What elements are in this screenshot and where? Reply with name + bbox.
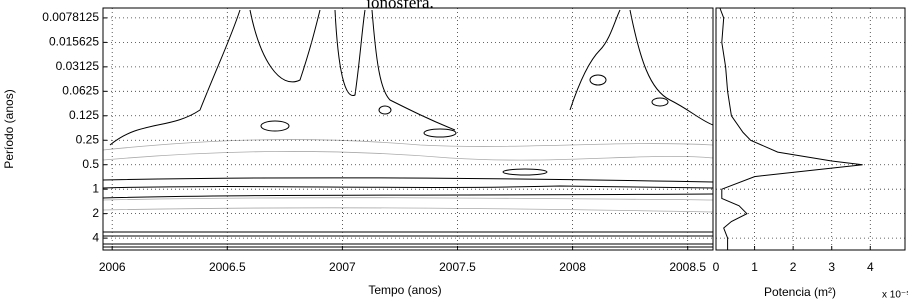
x-axis-label: Tempo (anos) (368, 283, 441, 297)
contour-line (103, 140, 713, 150)
y-tick-label: 0.015625 (49, 35, 99, 49)
x-tick-label: 3 (828, 260, 835, 274)
axis-multiplier: x 10⁻⁵ (882, 290, 908, 301)
y-tick-label: 2 (92, 206, 99, 220)
contour-line (103, 151, 713, 160)
x-tick-label: 2008.5 (669, 260, 706, 274)
contour-line (379, 106, 391, 114)
x-tick-label: 2006 (99, 260, 126, 274)
y-tick-label: 0.03125 (56, 59, 100, 73)
x-tick-label: 4 (867, 260, 874, 274)
contour-line (103, 186, 713, 188)
contour-line (424, 129, 456, 137)
contour-line (103, 232, 713, 247)
contour-line (110, 10, 455, 145)
x-tick-label: 2007.5 (439, 260, 476, 274)
y-tick-label: 0.125 (69, 108, 99, 122)
contour-line (261, 121, 289, 131)
x-tick-label: 1 (751, 260, 758, 274)
x-tick-label: 2 (790, 260, 797, 274)
contour-line (503, 169, 547, 175)
contour-line (103, 198, 713, 200)
y-tick-label: 0.0078125 (42, 10, 99, 24)
contour-line (103, 178, 713, 182)
x-tick-label: 0 (713, 260, 720, 274)
y-tick-label: 0.0625 (62, 83, 99, 97)
contour-line (652, 98, 668, 106)
power-line (720, 8, 863, 250)
x-tick-label: 2007 (329, 260, 356, 274)
y-tick-label: 4 (92, 230, 99, 244)
chart-title: ionosfera. (366, 0, 434, 12)
y-axis-label: Período (anos) (2, 89, 16, 168)
y-tick-label: 0.25 (76, 132, 100, 146)
contour-sketch (103, 10, 713, 247)
x-tick-label: 2008 (559, 260, 586, 274)
figure: ionosfera. Período (anos) Tempo (anos) P… (0, 0, 908, 303)
x-axis-label: Potencia (m²) (764, 285, 836, 299)
contour-line (590, 75, 606, 85)
contour-line (103, 208, 713, 212)
y-tick-label: 1 (92, 181, 99, 195)
y-tick-label: 0.5 (82, 157, 99, 171)
contour-line (570, 10, 713, 125)
x-tick-label: 2006.5 (209, 260, 246, 274)
